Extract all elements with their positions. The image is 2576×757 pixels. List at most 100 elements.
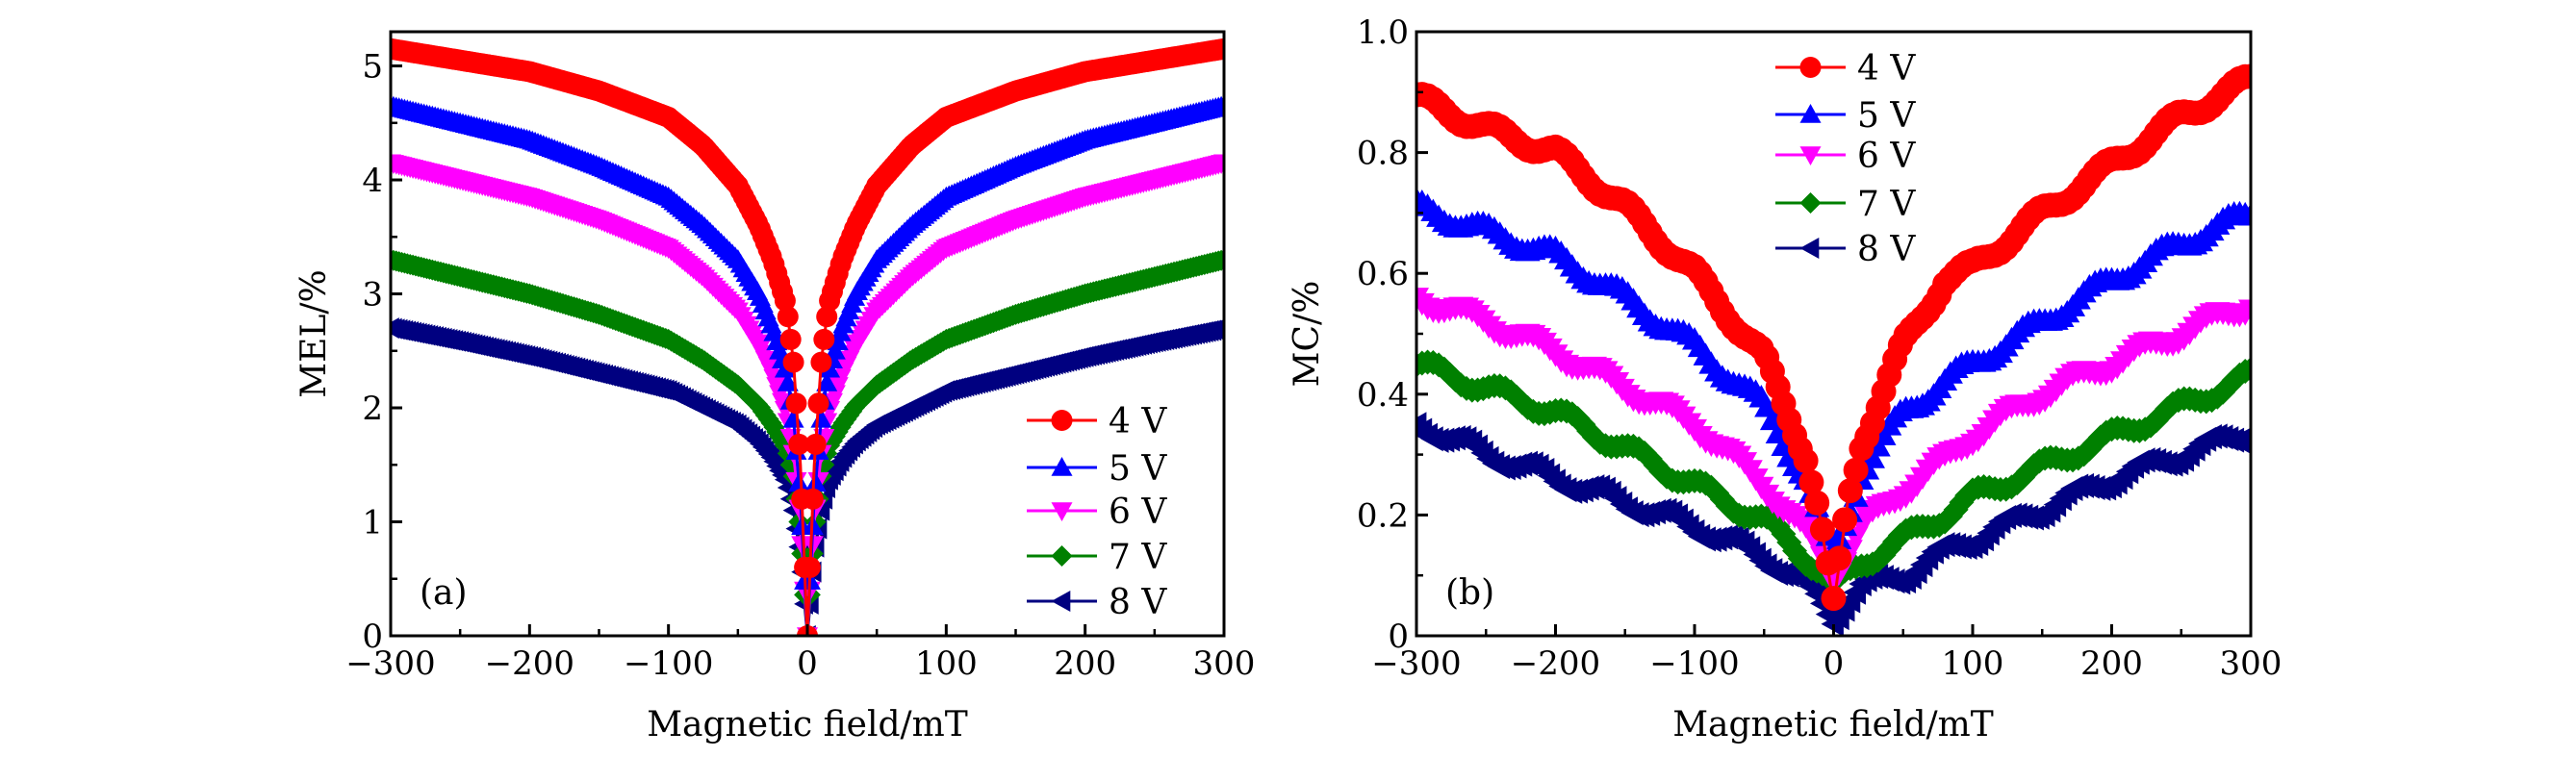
x-tick-label: −200 [485,644,574,683]
data-point [1213,248,1224,270]
data-point [813,328,835,350]
data-point [1859,445,1885,468]
x-tick-label: −100 [1649,644,1739,683]
y-tick-label: 0 [1388,618,1409,656]
y-tick-label: 1.0 [1357,13,1409,52]
legend-item: 4 V [1027,402,1167,442]
series-7v [391,248,1224,636]
x-tick-label: 200 [2080,644,2143,683]
data-point [1213,95,1224,114]
x-tick-label: 100 [1942,644,2004,683]
series-8v [1416,412,2251,636]
legend-item: 4 V [1775,49,1916,88]
legend-label: 5 V [1109,449,1167,489]
panel-b-y-axis-title: MC/% [1288,281,1327,388]
x-tick-label: 0 [797,644,818,683]
x-tick-label: 300 [2220,644,2283,683]
series-4v [391,38,1224,636]
data-point [1804,490,1830,516]
panel-a-xtick-labels: −300 −200 −100 0 100 200 300 [345,644,1255,683]
legend-marker [1799,104,1822,123]
data-point [1213,321,1224,335]
legend-label: 8 V [1109,583,1167,622]
data-point [807,392,829,415]
y-tick-label: 0.8 [1357,135,1409,173]
data-point [2238,357,2251,383]
legend-label: 4 V [1109,402,1167,442]
x-tick-label: 300 [1193,644,1256,683]
legend-item: 7 V [1027,538,1167,577]
data-point [1798,469,1824,495]
panel-a-ytick-labels: 0 1 2 3 4 5 [362,48,383,656]
panel-a-ticks [389,64,1226,638]
legend-item: 6 V [1775,137,1916,176]
series-5v [391,95,1224,636]
data-point [777,306,799,328]
panel-a-legend: 4 V 5 V6 V 7 V 8 V [1027,402,1167,622]
data-point [1793,448,1819,474]
legend-item: 8 V [1027,583,1167,622]
data-point [1213,154,1224,174]
data-point [2238,299,2251,322]
panel-b-ytick-labels: 0 0.2 0.4 0.6 0.8 1.0 [1357,13,1409,656]
panel-b-mc: −300 −200 −100 0 100 200 300 0 0.2 0.4 0… [1288,13,2282,744]
legend-marker [1799,146,1822,165]
legend-label: 7 V [1857,185,1916,224]
legend-label: 7 V [1109,538,1167,577]
panel-b-legend: 4 V 5 V6 V 7 V 8 V [1775,49,1916,269]
data-point [782,351,804,373]
series-4v [1416,63,2251,612]
panel-a-x-axis-title: Magnetic field/mT [647,705,968,744]
data-point [816,306,838,328]
data-point [1826,545,1852,571]
legend-marker [1799,57,1822,78]
legend-marker [1799,238,1820,259]
y-tick-label: 0 [362,618,383,656]
legend-label: 6 V [1857,137,1916,176]
data-point [774,290,796,312]
data-point [2238,63,2251,89]
x-tick-label: 100 [915,644,978,683]
panel-a-label: (a) [420,573,468,613]
legend-marker [1799,192,1822,214]
y-tick-label: 0.2 [1357,496,1409,535]
legend-label: 8 V [1857,230,1916,269]
legend-marker [1051,457,1073,476]
panel-b-series-layer [1416,63,2251,636]
data-point [804,433,827,455]
data-point [1832,507,1858,533]
y-tick-label: 2 [362,390,383,428]
panel-a-series-layer [391,38,1224,636]
data-point [1826,526,1852,549]
legend-item: 8 V [1775,230,1916,269]
legend-marker [1051,545,1073,567]
y-tick-label: 0.6 [1357,255,1409,293]
x-tick-label: −300 [1371,644,1461,683]
data-point [788,433,810,455]
series-5v [1416,187,2251,563]
panel-b-x-axis-title: Magnetic field/mT [1672,705,1994,744]
data-point [799,556,821,578]
panel-b-xtick-labels: −300 −200 −100 0 100 200 300 [1371,644,2282,683]
legend-marker [1051,410,1073,431]
data-point [777,371,799,391]
panel-b-ticks [1415,30,2253,638]
panel-a-y-axis-title: MEL/% [294,269,334,397]
data-point [779,328,802,350]
legend-marker [1051,502,1073,521]
legend-label: 4 V [1857,49,1916,88]
data-point [802,488,824,510]
data-point [788,472,810,492]
data-point [804,472,827,492]
panel-b-label: (b) [1445,573,1494,613]
data-point [1809,517,1835,543]
legend-item: 5 V [1775,96,1916,136]
y-tick-label: 4 [362,162,383,200]
data-point [1213,38,1224,60]
panel-a-mel: −300 −200 −100 0 100 200 300 0 1 2 3 4 5… [294,30,1255,744]
series-6v [1416,288,2251,594]
legend-label: 6 V [1109,492,1167,532]
legend-label: 5 V [1857,96,1916,136]
legend-item: 6 V [1027,492,1167,532]
